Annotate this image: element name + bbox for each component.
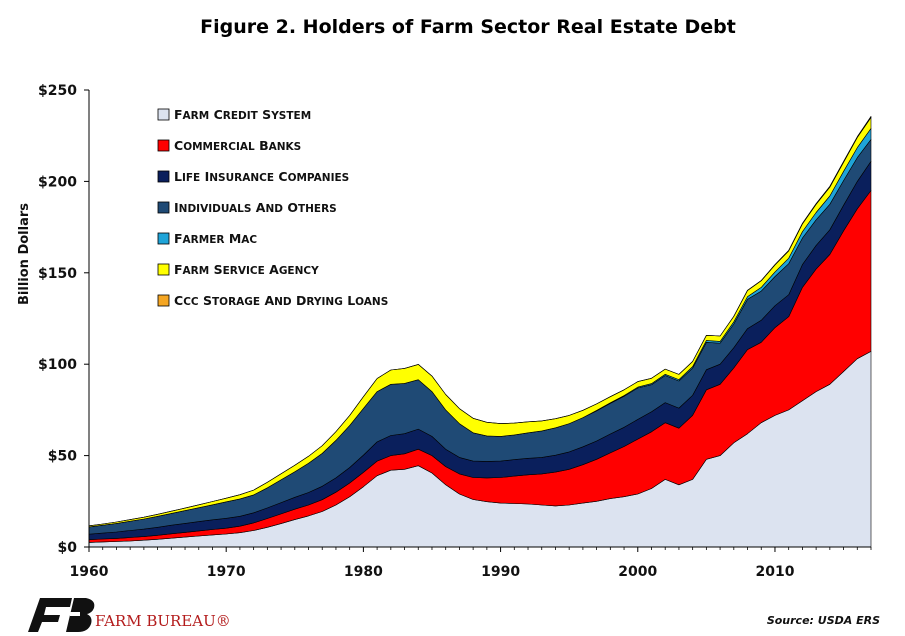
farm-bureau-logo-icon — [28, 598, 95, 632]
legend-label: CCC STORAGE AND DRYING LOANS — [174, 293, 388, 308]
legend-label: INDIVIDUALS AND OTHERS — [174, 200, 337, 215]
legend-label: FARM SERVICE AGENCY — [174, 262, 319, 277]
x-tick-label: 1960 — [70, 564, 109, 580]
legend-label: FARMER MAC — [174, 231, 257, 246]
legend-swatch — [157, 108, 170, 121]
x-tick-label: 1980 — [344, 564, 383, 580]
chart-title: Figure 2. Holders of Farm Sector Real Es… — [200, 16, 736, 38]
y-axis-label: Billion Dollars — [17, 203, 32, 305]
y-tick-label: $250 — [38, 83, 77, 99]
legend-swatch — [157, 201, 170, 214]
y-tick-label: $150 — [38, 266, 77, 282]
area-layers — [88, 116, 872, 548]
x-tick-label: 1990 — [481, 564, 520, 580]
legend-swatch — [157, 139, 170, 152]
axes: $0 $50 $100 $150 $200 $250 1960 1970 1980 1990 200… — [38, 83, 872, 580]
x-tick-label: 2010 — [755, 564, 794, 580]
legend-swatch — [157, 170, 170, 183]
y-tick-label: $100 — [38, 357, 77, 373]
legend-label: LIFE INSURANCE COMPANIES — [174, 169, 349, 184]
brand-name: FARM BUREAU® — [95, 612, 231, 630]
legend: FARM CREDIT SYSTEM COMMERCIAL BANKS LIFE I… — [157, 107, 388, 308]
area-series-6 — [88, 116, 872, 527]
source-note: Source: USDA ERS — [766, 614, 880, 627]
legend-swatch — [157, 232, 170, 245]
legend-label: COMMERCIAL BANKS — [174, 138, 301, 153]
legend-swatch — [157, 294, 170, 307]
y-tick-label: $200 — [38, 174, 77, 190]
legend-swatch — [157, 263, 170, 276]
x-tick-label: 2000 — [618, 564, 657, 580]
x-tick-label: 1970 — [207, 564, 246, 580]
y-tick-label: $0 — [58, 540, 78, 556]
legend-label: FARM CREDIT SYSTEM — [174, 107, 311, 122]
y-tick-label: $50 — [48, 449, 77, 465]
